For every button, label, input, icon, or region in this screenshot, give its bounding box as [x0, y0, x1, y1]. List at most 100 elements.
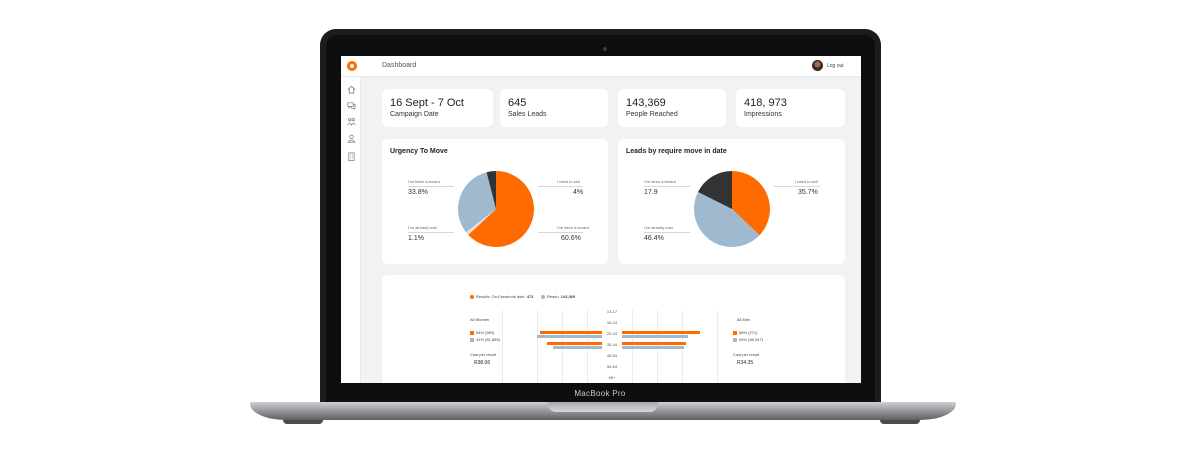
leader-line	[644, 232, 690, 233]
card-title: Urgency To Move	[390, 148, 448, 155]
pie-value: 46.4%	[644, 235, 664, 242]
age-label: 35-44	[606, 342, 618, 347]
demographics-card: Results: On-Facebook lead 473 Reach 143,…	[382, 275, 845, 383]
avatar[interactable]	[812, 60, 823, 71]
leader-line	[538, 232, 583, 233]
grid-line	[537, 310, 538, 383]
stat-value: 418, 973	[744, 97, 787, 109]
pie-value: 60.6%	[561, 235, 581, 242]
orange-square-icon	[733, 330, 737, 335]
age-label: 45-54	[606, 353, 618, 358]
women-cost-value: R38.06	[474, 360, 491, 366]
women-results-bar	[547, 342, 602, 345]
sidebar	[341, 77, 361, 383]
pie-label: I've already sold	[408, 225, 437, 230]
logout-button[interactable]: Log out	[827, 63, 844, 69]
leader-line	[644, 186, 690, 187]
women-reach-value: 41% (61,889)	[476, 337, 501, 342]
men-reach-bar	[622, 346, 684, 349]
pie-value: 4%	[573, 189, 584, 196]
men-reach-value: 59% (86,947)	[739, 337, 764, 342]
stat-card-campaign-date: 16 Sept - 7 Oct Campaign Date	[382, 89, 493, 127]
women-results: 54% (583)	[470, 330, 494, 335]
women-reach-bar	[537, 335, 602, 338]
home-icon[interactable]	[346, 84, 356, 94]
pie-value: 1.1%	[408, 235, 424, 242]
stat-card-impressions: 418, 973 Impressions	[736, 89, 845, 127]
pie-slice-light	[466, 209, 496, 235]
women-reach: 41% (61,889)	[470, 337, 500, 342]
stat-value: 16 Sept - 7 Oct	[390, 97, 464, 109]
women-title: All Women	[470, 317, 490, 322]
men-cost-label: Cost per result	[733, 352, 760, 357]
user-icon[interactable]	[346, 133, 356, 143]
pie-slice-dark	[698, 171, 732, 209]
brand-logo[interactable]	[347, 61, 357, 71]
men-reach-bar	[622, 335, 688, 338]
legend-label: Reach	[547, 294, 559, 299]
card-title: Leads by require move in date	[626, 148, 727, 155]
top-bar: Dashboard Log out	[341, 56, 861, 77]
grid-line	[717, 310, 718, 383]
leads-by-move-date-card: Leads by require move in date I've been …	[618, 139, 845, 264]
blue-square-icon	[470, 337, 474, 342]
laptop-foot	[283, 420, 323, 424]
men-reach: 59% (86,947)	[733, 337, 763, 342]
stat-value: 143,369	[626, 97, 666, 109]
legend-label: Results: On-Facebook lead	[476, 294, 525, 299]
stat-card-people-reached: 143,369 People Reached	[618, 89, 726, 127]
men-results: 58% (271)	[733, 330, 757, 335]
stat-label: Sales Leads	[508, 111, 547, 118]
age-label: 55-64	[606, 364, 618, 369]
women-results-bar	[540, 331, 602, 334]
men-title: All Men	[737, 317, 751, 322]
leader-line	[774, 186, 820, 187]
chat-icon[interactable]	[346, 100, 356, 110]
urgency-to-move-card: Urgency To Move I've been a tenant 33.8%…	[382, 139, 608, 264]
women-cost-label: Cost per result	[470, 352, 497, 357]
urgency-pie-chart	[458, 171, 535, 247]
page-title: Dashboard	[382, 62, 417, 69]
age-label: 13-17	[606, 309, 618, 314]
women-reach-bar	[553, 346, 602, 349]
pie-slice-blue	[458, 172, 496, 233]
pie-value: 35.7%	[798, 189, 818, 196]
legend-results: Results: On-Facebook lead 473	[470, 294, 533, 299]
team-icon[interactable]	[346, 116, 356, 126]
men-results-value: 58% (271)	[739, 330, 758, 335]
stat-label: Campaign Date	[390, 111, 439, 118]
legend-value: 473	[526, 294, 534, 299]
legend-value: 143,369	[560, 294, 576, 299]
orange-square-icon	[470, 330, 474, 335]
leader-line	[408, 186, 454, 187]
age-label: 18-24	[606, 320, 618, 325]
pie-slice-blue	[693, 192, 760, 247]
age-label: 65+	[608, 375, 616, 380]
orange-dot-icon	[470, 294, 474, 299]
men-results-bar	[622, 331, 700, 334]
pie-label: I need to sell	[795, 179, 818, 184]
grid-line	[502, 310, 503, 383]
pie-value: 33.8%	[408, 189, 428, 196]
blue-dot-icon	[541, 294, 545, 299]
men-results-bar	[622, 342, 686, 345]
men-cost-value: R34.35	[737, 360, 754, 366]
pie-slice-orange	[468, 171, 535, 247]
pie-value: 17.9	[644, 189, 658, 196]
pie-label: I've already sold	[644, 225, 673, 230]
device-brand-label: MacBook Pro	[574, 389, 626, 398]
blue-square-icon	[733, 337, 737, 342]
dashboard-screen: Dashboard Log out 16 Sept - 7 Oct	[341, 56, 861, 383]
pie-slice-dark	[486, 171, 496, 209]
pie-label: I've been a tenant	[557, 225, 589, 230]
pie-label: I've been a tenant	[408, 179, 440, 184]
move-date-pie-chart	[693, 171, 770, 247]
laptop-foot	[880, 420, 920, 424]
stat-card-sales-leads: 645 Sales Leads	[500, 89, 608, 127]
leader-line	[408, 232, 454, 233]
building-icon[interactable]	[346, 151, 356, 161]
women-results-value: 54% (583)	[476, 330, 495, 335]
legend-reach: Reach 143,369	[541, 294, 575, 299]
pie-label: I need to sell	[557, 179, 580, 184]
